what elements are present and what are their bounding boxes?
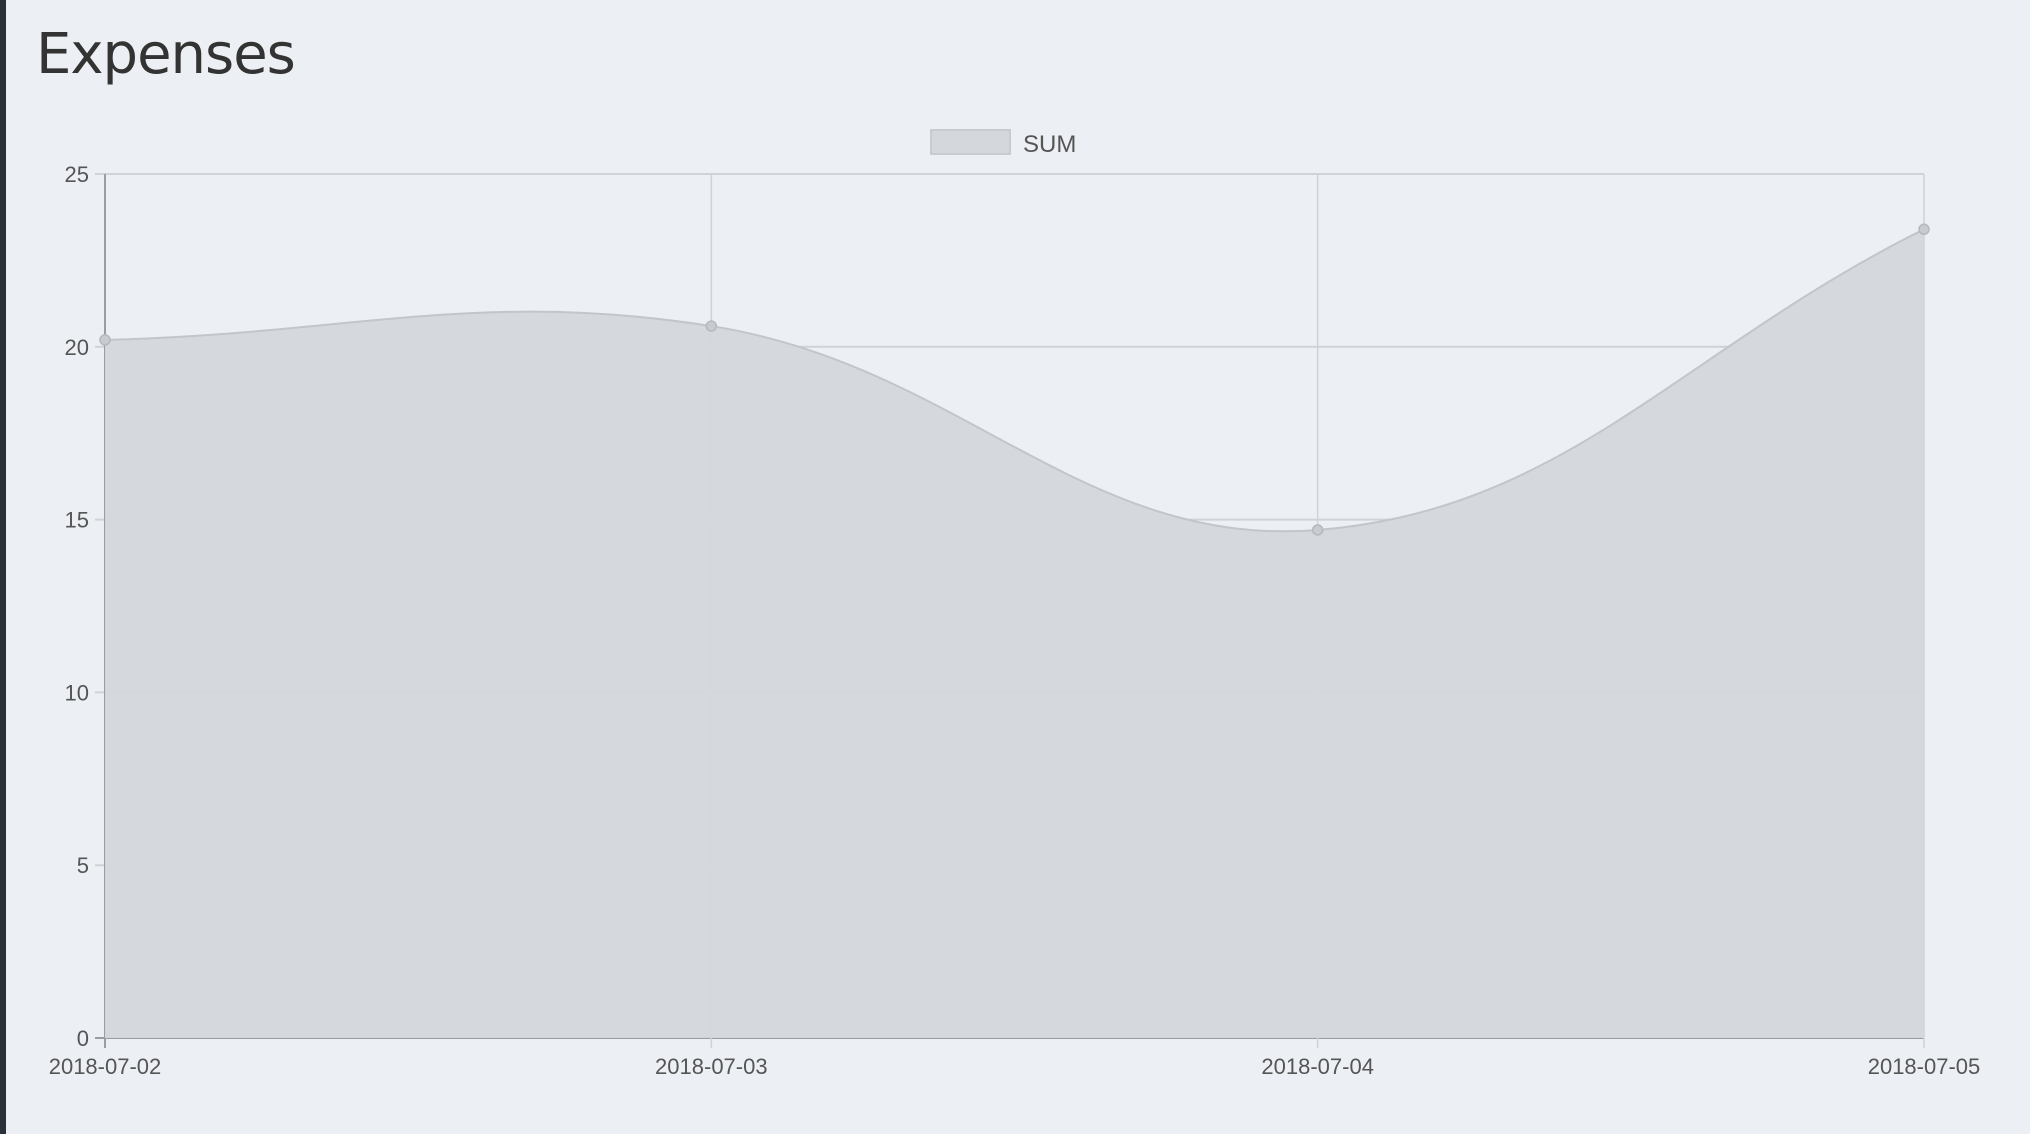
legend[interactable]: SUM <box>930 129 1076 158</box>
x-tick-label: 2018-07-03 <box>655 1054 768 1079</box>
sidebar-edge <box>0 0 6 1134</box>
y-tick-label: 25 <box>65 162 89 187</box>
legend-swatch-sum[interactable] <box>930 129 1011 155</box>
data-point <box>705 320 718 332</box>
y-axis-ticks: 0 5 10 15 20 25 <box>65 162 89 1051</box>
data-point <box>99 334 111 346</box>
series-line-sum <box>104 228 1925 533</box>
page-title: Expenses <box>36 22 296 87</box>
legend-label-sum[interactable]: SUM <box>1023 131 1076 158</box>
y-tick-label: 20 <box>65 335 89 360</box>
y-tick-label: 15 <box>65 508 89 533</box>
x-tick-label: 2018-07-05 <box>1868 1054 1981 1079</box>
y-tick-label: 0 <box>77 1026 89 1051</box>
data-point <box>1311 524 1324 536</box>
y-tick-label: 10 <box>65 680 89 705</box>
x-tick-label: 2018-07-04 <box>1261 1054 1374 1079</box>
data-point <box>1918 223 1930 236</box>
series-area-sum <box>105 229 1924 1038</box>
x-tick-label: 2018-07-02 <box>49 1054 162 1079</box>
data-points <box>99 223 1930 536</box>
x-axis-ticks: 2018-07-02 2018-07-03 2018-07-04 2018-07-05 <box>49 1054 1981 1079</box>
y-tick-label: 5 <box>77 853 89 878</box>
